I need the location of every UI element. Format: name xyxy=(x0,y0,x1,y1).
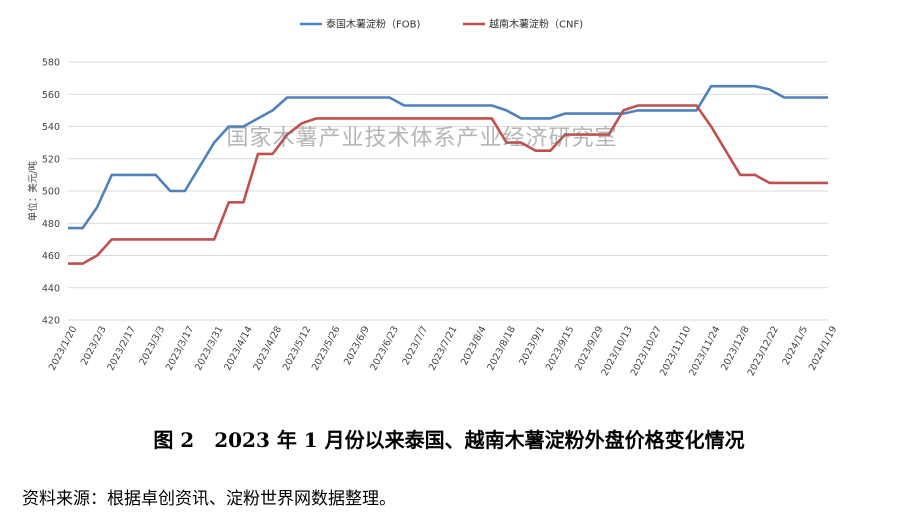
x-tick-label: 2023/7/21 xyxy=(427,324,460,372)
data-source-note: 资料来源：根据卓创资讯、淀粉世界网数据整理。 xyxy=(22,489,396,509)
x-tick-label: 2023/3/17 xyxy=(164,324,197,372)
x-tick-label: 2023/2/3 xyxy=(79,324,109,367)
x-tick-label: 2023/1/20 xyxy=(47,324,80,372)
y-tick-label: 440 xyxy=(42,283,60,294)
legend: 泰国木薯淀粉（FOB) 越南木薯淀粉（CNF) xyxy=(300,18,583,31)
y-tick-label: 560 xyxy=(42,90,60,101)
x-tick-label: 2023/2/17 xyxy=(105,324,138,372)
x-tick-label: 2023/5/12 xyxy=(281,324,314,372)
x-tick-label: 2023/11/24 xyxy=(687,324,722,378)
series-line-2 xyxy=(68,104,828,265)
x-tick-label: 2023/12/8 xyxy=(719,324,752,372)
y-axis-ticks: 420 440 460 480 500 520 540 560 580 xyxy=(42,58,60,327)
y-tick-label: 580 xyxy=(42,58,60,69)
series-line-1 xyxy=(68,84,828,230)
series-lines xyxy=(68,84,828,265)
y-axis-label: 单位：美元/吨 xyxy=(27,160,39,221)
y-tick-label: 520 xyxy=(42,154,60,165)
watermark-text: 国家木薯产业技术体系产业经济研究室 xyxy=(226,126,617,151)
x-tick-label: 2023/9/29 xyxy=(573,324,606,372)
x-tick-label: 2024/1/5 xyxy=(781,324,811,367)
figure-caption: 图 2 2023 年 1 月份以来泰国、越南木薯淀粉外盘价格变化情况 xyxy=(153,428,745,452)
x-tick-label: 2023/8/4 xyxy=(459,324,489,367)
y-tick-label: 420 xyxy=(42,316,60,327)
x-tick-label: 2024/1/19 xyxy=(807,324,840,372)
gridlines xyxy=(68,61,828,321)
x-tick-label: 2023/4/28 xyxy=(252,324,285,372)
y-tick-label: 500 xyxy=(42,187,60,198)
x-tick-label: 2023/4/14 xyxy=(222,324,255,372)
x-tick-label: 2023/9/1 xyxy=(517,324,547,367)
x-tick-label: 2023/7/7 xyxy=(401,324,431,367)
x-tick-label: 2023/12/22 xyxy=(746,324,781,378)
legend-label: 泰国木薯淀粉（FOB) xyxy=(326,18,420,31)
x-tick-label: 2023/3/3 xyxy=(137,324,167,367)
y-tick-label: 460 xyxy=(42,251,60,262)
x-tick-label: 2023/3/31 xyxy=(193,324,226,372)
x-tick-label: 2023/8/18 xyxy=(485,324,518,372)
x-tick-label: 2023/6/23 xyxy=(368,324,401,372)
y-tick-label: 480 xyxy=(42,219,60,230)
x-tick-label: 2023/6/9 xyxy=(342,324,372,367)
x-tick-label: 2023/5/26 xyxy=(310,324,343,372)
legend-label: 越南木薯淀粉（CNF) xyxy=(489,18,583,31)
y-tick-label: 540 xyxy=(42,122,60,133)
x-tick-label: 2023/9/15 xyxy=(544,324,577,372)
